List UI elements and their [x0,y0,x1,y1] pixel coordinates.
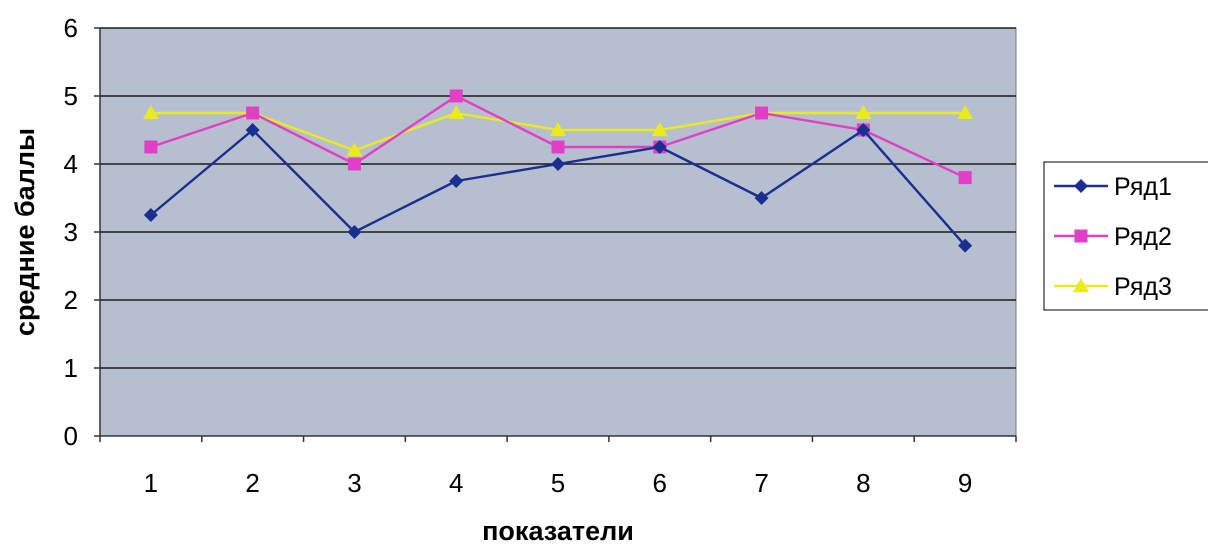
data-point [449,174,464,188]
axes [94,27,1017,442]
x-tick-label: 7 [754,468,768,498]
data-point [755,106,769,120]
data-point [347,157,361,171]
y-tick-label: 4 [64,149,78,179]
series-1 [143,123,973,253]
legend-item-2: Ряд2 [1054,223,1172,251]
legend-label: Ряд2 [1114,223,1172,251]
x-tick-labels: 1 2 3 4 5 6 7 8 9 [144,468,973,498]
data-point [550,122,566,136]
data-point [143,208,158,222]
series-lines [142,89,974,253]
x-axis-title: показатели [482,516,634,546]
x-tick-label: 2 [245,468,259,498]
data-point [957,105,974,119]
x-tick-label: 6 [653,468,667,498]
x-tick-label: 3 [347,468,361,498]
data-point [754,191,769,205]
y-tick-label: 1 [64,353,78,383]
data-point [958,171,972,185]
data-point [551,157,565,171]
x-tick-label: 9 [958,468,972,498]
y-axis-title: средние баллы [10,128,40,336]
legend-item-3: Ряд3 [1054,273,1172,301]
legend-label: Ряд3 [1114,273,1172,301]
data-point [856,123,871,137]
data-point [958,238,973,253]
legend-marker [1074,179,1088,193]
data-point [142,105,159,119]
data-point [246,106,260,120]
legend-item-1: Ряд1 [1054,173,1172,201]
x-tick-label: 8 [856,468,870,498]
x-tick-label: 4 [449,468,463,498]
data-point [448,105,465,119]
y-tick-label: 2 [64,285,78,315]
legend-label: Ряд1 [1114,173,1172,201]
legend-marker [1074,229,1088,243]
data-point [144,140,158,154]
data-point [245,123,260,137]
legend-marker [1073,278,1089,292]
y-tick-label: 6 [64,13,78,43]
data-point [855,105,872,119]
gridlines [100,27,1016,369]
data-point [449,89,463,103]
x-tick-label: 1 [144,468,158,498]
legend: Ряд1 Ряд2 Ряд3 [1043,161,1208,311]
data-point [347,225,362,239]
data-point [652,140,667,154]
data-point [346,142,363,157]
y-tick-labels: 0 1 2 3 4 5 6 [64,13,78,451]
y-tick-label: 0 [64,421,78,451]
y-tick-label: 3 [64,217,78,247]
data-point [651,122,668,136]
data-point [551,140,565,154]
y-tick-label: 5 [64,81,78,111]
x-tick-label: 5 [551,468,565,498]
